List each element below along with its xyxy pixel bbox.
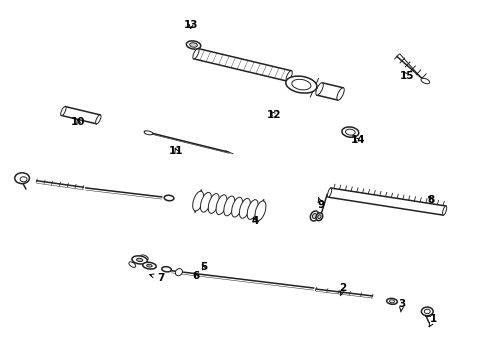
Ellipse shape: [132, 256, 147, 264]
Ellipse shape: [345, 129, 355, 135]
Ellipse shape: [162, 267, 172, 272]
Ellipse shape: [216, 195, 227, 215]
Ellipse shape: [421, 307, 433, 316]
Ellipse shape: [190, 43, 197, 47]
Text: 7: 7: [150, 273, 165, 283]
Ellipse shape: [224, 196, 235, 216]
Ellipse shape: [137, 258, 143, 262]
Ellipse shape: [144, 131, 153, 135]
Ellipse shape: [387, 298, 397, 304]
Ellipse shape: [286, 76, 317, 93]
Ellipse shape: [96, 115, 101, 124]
Ellipse shape: [313, 213, 317, 219]
Ellipse shape: [129, 262, 136, 267]
Ellipse shape: [164, 195, 174, 201]
Ellipse shape: [421, 78, 430, 84]
Text: 12: 12: [267, 110, 282, 120]
Text: 2: 2: [340, 283, 346, 296]
Ellipse shape: [310, 211, 319, 221]
Ellipse shape: [193, 49, 199, 59]
Ellipse shape: [193, 191, 204, 211]
Ellipse shape: [61, 107, 66, 116]
Ellipse shape: [316, 213, 323, 221]
Text: 8: 8: [428, 195, 435, 205]
Ellipse shape: [327, 188, 332, 197]
Ellipse shape: [186, 41, 201, 49]
Text: 11: 11: [169, 146, 184, 156]
Ellipse shape: [200, 192, 211, 212]
Ellipse shape: [175, 269, 182, 276]
Ellipse shape: [20, 177, 27, 182]
Ellipse shape: [247, 200, 258, 220]
Text: 14: 14: [350, 135, 365, 145]
Ellipse shape: [143, 262, 156, 269]
Ellipse shape: [318, 215, 321, 219]
Ellipse shape: [255, 201, 266, 221]
Text: 3: 3: [398, 299, 405, 312]
Ellipse shape: [424, 309, 430, 314]
Ellipse shape: [15, 173, 29, 184]
Ellipse shape: [442, 206, 447, 215]
Ellipse shape: [232, 197, 243, 217]
Text: 15: 15: [399, 71, 414, 81]
Ellipse shape: [286, 71, 292, 81]
Ellipse shape: [147, 264, 152, 267]
Text: 6: 6: [193, 271, 199, 281]
Text: 13: 13: [184, 20, 198, 30]
Ellipse shape: [141, 255, 148, 260]
Ellipse shape: [208, 194, 219, 213]
Text: 10: 10: [71, 117, 86, 127]
Text: 9: 9: [318, 197, 324, 210]
Ellipse shape: [342, 127, 359, 137]
Ellipse shape: [337, 88, 344, 100]
Ellipse shape: [292, 79, 311, 90]
Text: 4: 4: [251, 216, 259, 226]
Ellipse shape: [240, 198, 250, 218]
Text: 1: 1: [429, 314, 437, 327]
Text: 5: 5: [200, 262, 207, 272]
Ellipse shape: [316, 83, 323, 95]
Ellipse shape: [390, 300, 394, 303]
